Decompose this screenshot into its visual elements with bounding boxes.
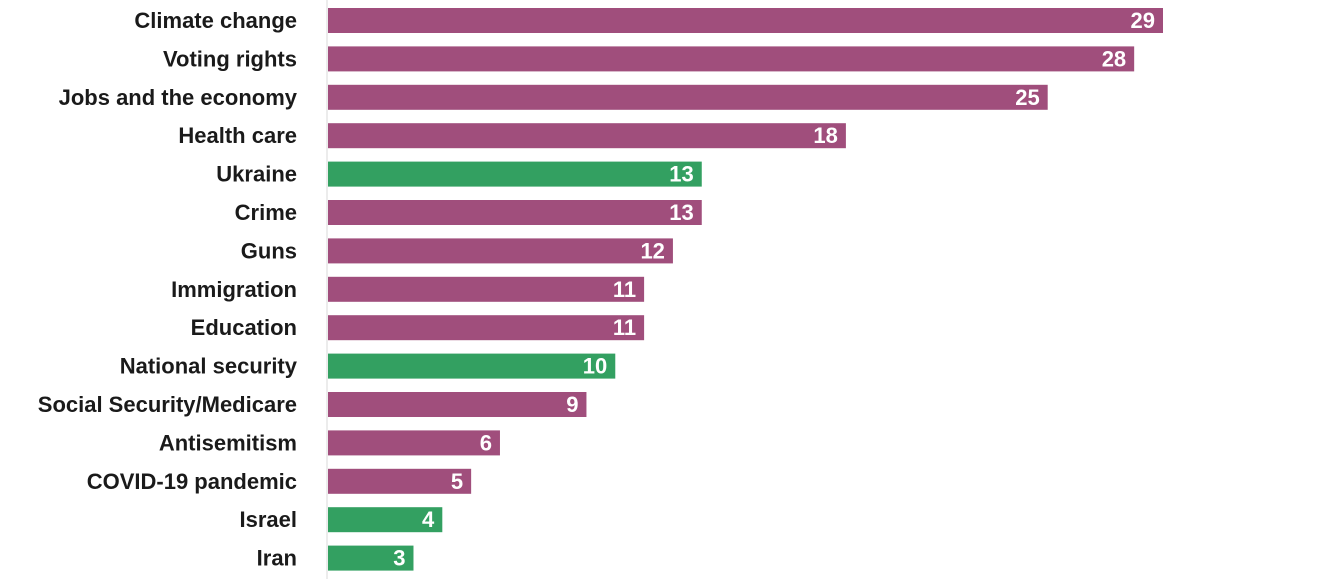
value-label: 13: [669, 162, 693, 187]
bar: [328, 200, 702, 225]
category-label: Education: [191, 315, 297, 340]
bar: [328, 238, 673, 264]
category-label: Crime: [235, 200, 297, 225]
category-label: Health care: [178, 123, 297, 148]
bar: [328, 507, 443, 533]
category-label: Jobs and the economy: [59, 85, 298, 110]
bar: [328, 84, 1048, 110]
bar: [328, 276, 645, 302]
bar: [328, 123, 846, 149]
value-label: 11: [613, 315, 636, 340]
category-label: COVID-19 pandemic: [87, 469, 297, 494]
value-label: 28: [1102, 46, 1126, 71]
category-label: Antisemitism: [159, 430, 297, 455]
value-label: 4: [422, 507, 435, 532]
value-label: 25: [1015, 85, 1039, 110]
bar: [328, 161, 702, 187]
bar: [328, 353, 616, 379]
bar: [328, 430, 500, 456]
value-label: 11: [613, 277, 636, 302]
category-label: Iran: [257, 546, 297, 571]
bars-group: Climate change 29 Voting rights 28 Jobs and …: [38, 8, 1163, 571]
bar: [328, 46, 1135, 72]
bar: [328, 468, 472, 494]
category-label: National security: [120, 354, 298, 379]
value-label: 3: [393, 546, 405, 571]
category-label: Voting rights: [163, 46, 297, 71]
value-label: 18: [813, 123, 837, 148]
category-label: Climate change: [134, 8, 297, 33]
category-label: Immigration: [171, 277, 297, 302]
category-label: Social Security/Medicare: [38, 392, 297, 417]
bar: [328, 315, 645, 341]
value-label: 10: [583, 354, 607, 379]
category-label: Guns: [241, 238, 297, 263]
value-label: 13: [669, 200, 693, 225]
value-label: 29: [1131, 8, 1155, 33]
bar: [328, 8, 1163, 33]
value-label: 12: [640, 238, 664, 263]
bar: [328, 545, 414, 571]
bar: [328, 392, 587, 417]
category-label: Ukraine: [216, 162, 297, 187]
category-label: Israel: [240, 507, 298, 532]
value-label: 9: [566, 392, 578, 417]
value-label: 5: [451, 469, 463, 494]
value-label: 6: [480, 430, 492, 455]
